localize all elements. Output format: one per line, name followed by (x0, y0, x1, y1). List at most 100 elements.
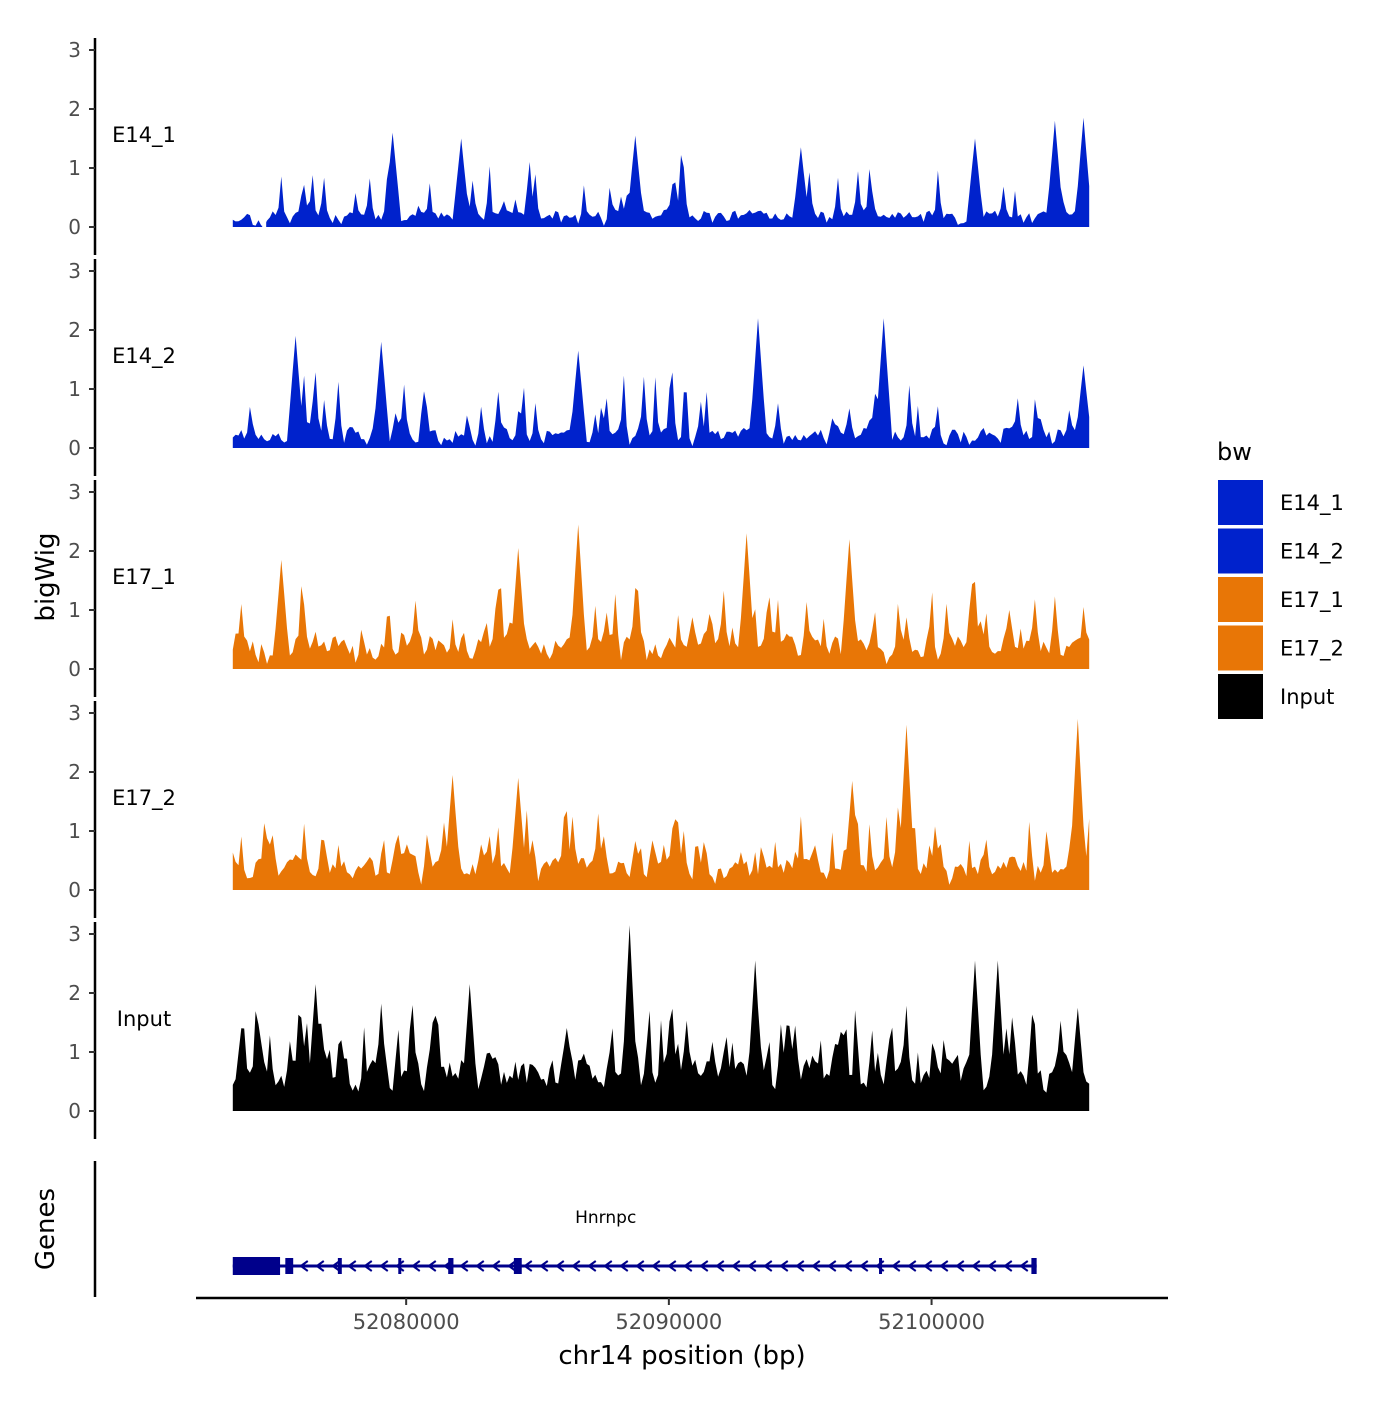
legend-label-e17_1: E17_1 (1280, 588, 1344, 613)
y-tick-label: 1 (68, 156, 81, 180)
strand-arrow (539, 1260, 549, 1272)
legend-title: bw (1217, 438, 1252, 466)
gene-exon (398, 1258, 402, 1274)
strand-arrow (955, 1260, 965, 1272)
y-tick-label: 3 (68, 38, 81, 62)
y-tick-label: 1 (68, 1040, 81, 1064)
x-tick-label: 52090000 (615, 1310, 722, 1334)
y-tick-label: 2 (68, 760, 81, 784)
track-panel-e14_2: 0 1 2 3 E14_2 (68, 259, 1090, 476)
y-tick-label: 0 (68, 878, 81, 902)
strand-arrow (811, 1260, 821, 1272)
strand-arrow (619, 1260, 629, 1272)
track-panel-e17_1: 0 1 2 3 E17_1 (68, 480, 1090, 697)
strand-arrow (635, 1260, 645, 1272)
y-axis-title: bigWig (31, 532, 61, 621)
y-tick-label: 3 (68, 922, 81, 946)
strand-arrow (683, 1260, 693, 1272)
strand-arrow (923, 1260, 933, 1272)
track-label: E17_2 (112, 786, 176, 811)
y-tick-label: 3 (68, 480, 81, 504)
coverage-gap (262, 27, 267, 229)
y-tick-label: 0 (68, 436, 81, 460)
track-panel-e17_2: 0 1 2 3 E17_2 (68, 701, 1090, 918)
strand-arrow (987, 1260, 997, 1272)
legend-swatch-input (1218, 674, 1263, 719)
strand-arrow (395, 1260, 405, 1272)
strand-arrow (507, 1260, 517, 1272)
track-label: E17_1 (112, 565, 176, 590)
strand-arrow (939, 1260, 949, 1272)
track-panel-e14_1: 0 1 2 3 E14_1 (68, 27, 1090, 255)
legend: bw E14_1 E14_2 E17_1 E17_2 Input (1217, 438, 1344, 719)
y-tick-label: 1 (68, 598, 81, 622)
gene-exon (1031, 1258, 1037, 1274)
strand-arrow (747, 1260, 757, 1272)
x-axis: 52080000 52090000 52100000 (196, 1296, 1168, 1334)
genes-panel-title: Genes (31, 1188, 61, 1270)
strand-arrow (459, 1260, 469, 1272)
strand-arrow (299, 1260, 309, 1272)
gene-exon (448, 1258, 454, 1274)
strand-arrow (603, 1260, 613, 1272)
track-label: Input (117, 1007, 171, 1031)
track-label: E14_2 (112, 344, 176, 369)
y-tick-label: 0 (68, 1099, 81, 1123)
y-tick-label: 0 (68, 657, 81, 681)
y-tick-label: 1 (68, 377, 81, 401)
y-tick-label: 0 (68, 215, 81, 239)
y-tick-label: 2 (68, 981, 81, 1005)
gene-exon (337, 1258, 342, 1274)
coverage-area-e14_2 (232, 318, 1090, 448)
legend-label-e14_2: E14_2 (1280, 540, 1344, 565)
track-label: E14_1 (112, 123, 176, 148)
strand-arrow (379, 1260, 389, 1272)
legend-label-e17_2: E17_2 (1280, 637, 1344, 662)
strand-arrow (715, 1260, 725, 1272)
strand-arrow (315, 1260, 325, 1272)
strand-arrow (779, 1260, 789, 1272)
legend-swatch-e14_2 (1218, 528, 1263, 574)
gene-hnrnpc: Hnrnpc (232, 1208, 1037, 1275)
strand-arrow (475, 1260, 485, 1272)
strand-arrow (587, 1260, 597, 1272)
strand-arrow (523, 1260, 533, 1272)
strand-arrow (571, 1260, 581, 1272)
strand-arrow (411, 1260, 421, 1272)
coverage-area-e14_1 (232, 117, 1090, 227)
y-tick-label: 2 (68, 539, 81, 563)
track-panels: 0 1 2 3 E14_1 0 1 2 3 E14_2 0 1 2 3 E17_1 0 1 2 3 E17_2 0 1 2 3… (68, 27, 1090, 1139)
gene-name-label: Hnrnpc (575, 1208, 636, 1228)
legend-label-input: Input (1280, 685, 1334, 709)
coverage-area-e17_2 (232, 718, 1090, 890)
y-tick-label: 3 (68, 701, 81, 725)
coverage-area-e17_1 (232, 524, 1090, 669)
y-tick-label: 2 (68, 318, 81, 342)
gene-exon (232, 1257, 281, 1275)
y-tick-label: 1 (68, 819, 81, 843)
y-tick-label: 2 (68, 97, 81, 121)
strand-arrow (347, 1260, 357, 1272)
coverage-area-input (232, 925, 1090, 1111)
strand-arrow (795, 1260, 805, 1272)
legend-swatch-e14_1 (1218, 480, 1263, 525)
gene-exon (513, 1258, 522, 1274)
strand-arrow (971, 1260, 981, 1272)
strand-arrow (731, 1260, 741, 1272)
track-panel-input: 0 1 2 3 Input (68, 922, 1090, 1139)
legend-swatch-e17_1 (1218, 577, 1263, 622)
strand-arrow (827, 1260, 837, 1272)
strand-arrow (891, 1260, 901, 1272)
strand-arrow (555, 1260, 565, 1272)
x-tick-label: 52080000 (353, 1310, 460, 1334)
y-tick-label: 3 (68, 259, 81, 283)
strand-arrow (651, 1260, 661, 1272)
strand-arrow (859, 1260, 869, 1272)
strand-arrow (1003, 1260, 1013, 1272)
legend-label-e14_1: E14_1 (1280, 491, 1344, 516)
strand-arrow (907, 1260, 917, 1272)
strand-arrow (491, 1260, 501, 1272)
gene-track-panel: Hnrnpc (93, 1161, 1037, 1297)
